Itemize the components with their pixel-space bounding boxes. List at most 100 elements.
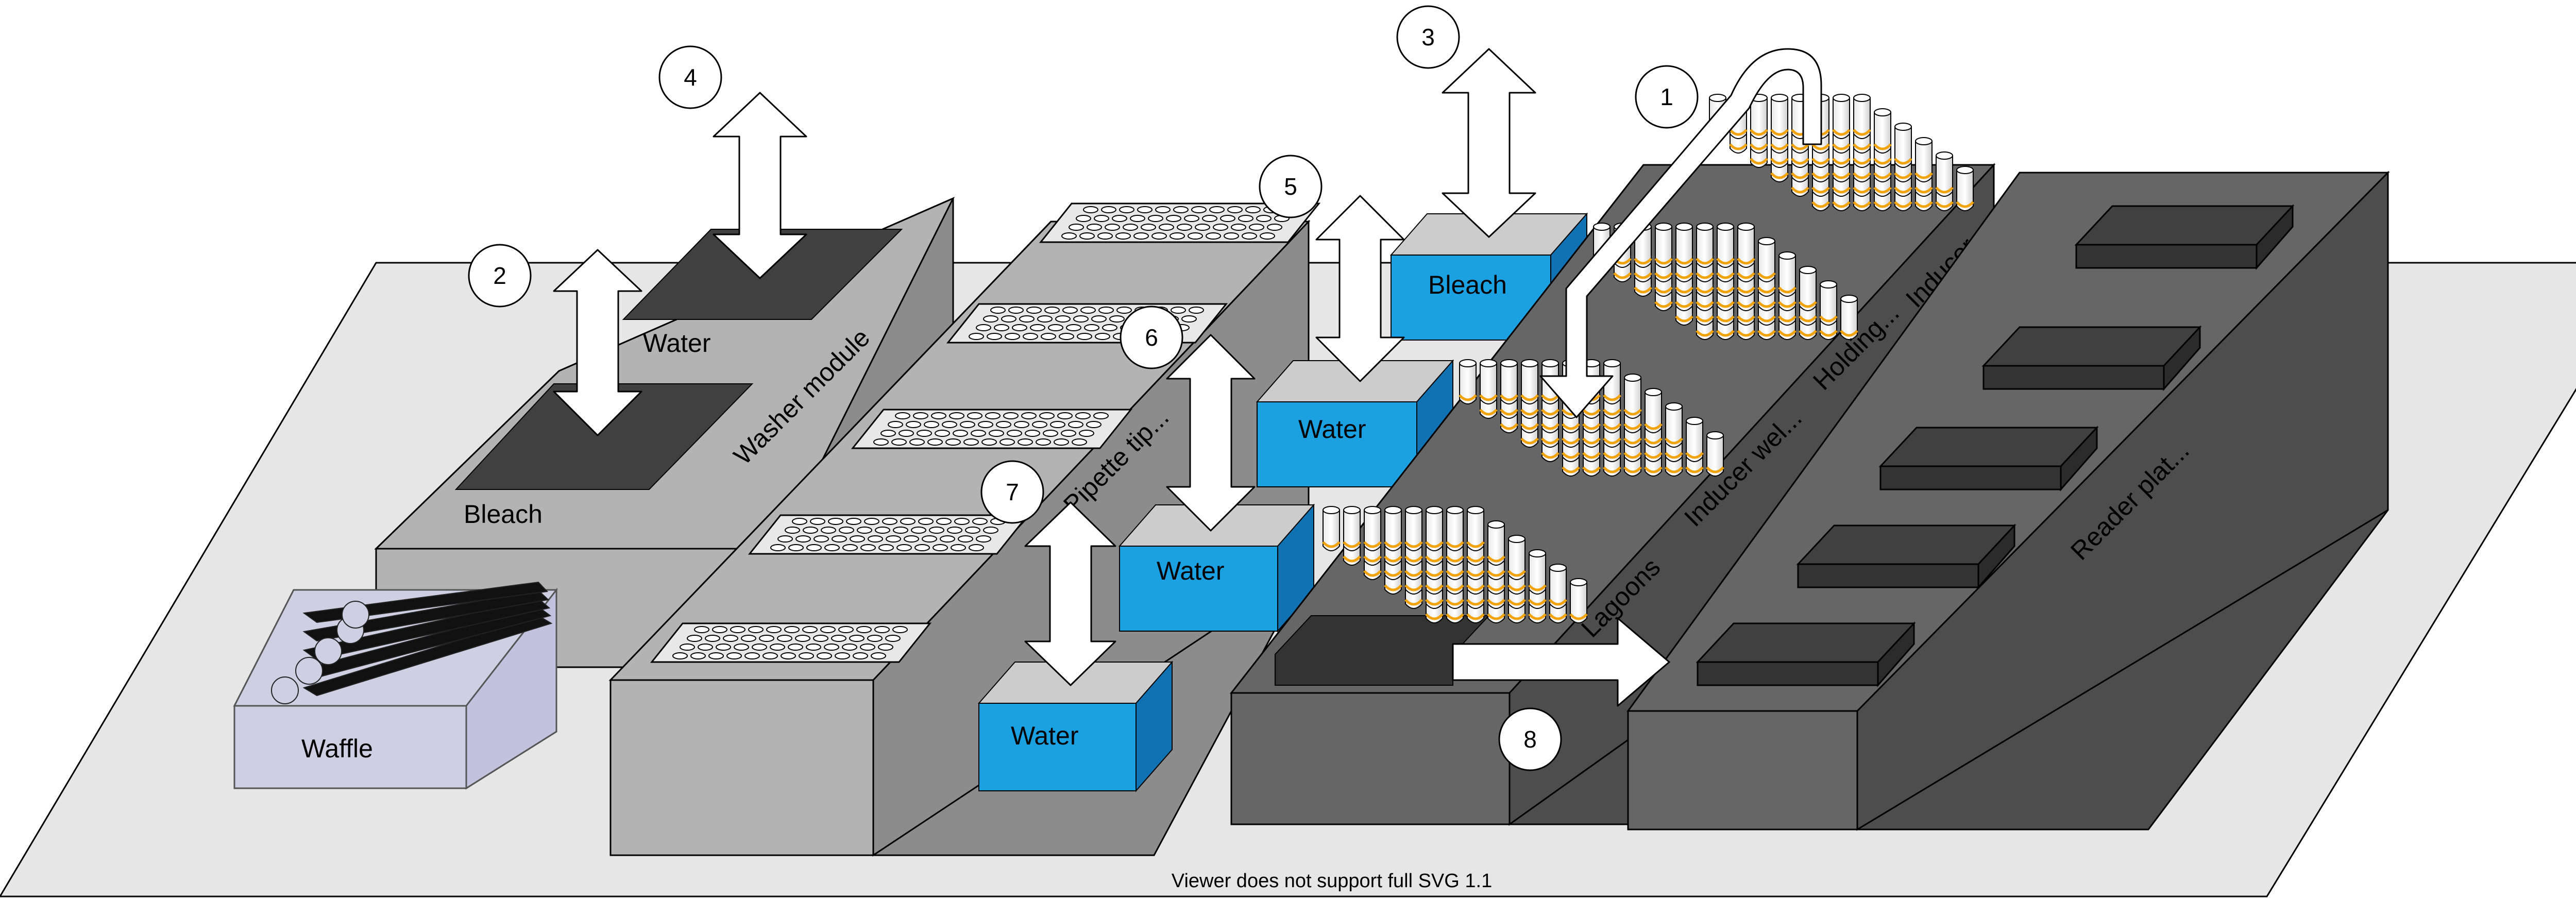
tip-well xyxy=(1151,232,1167,240)
tip-well xyxy=(1191,206,1207,213)
tip-well xyxy=(891,438,907,446)
tube xyxy=(1675,223,1693,268)
tip-well xyxy=(929,527,944,534)
tip-well xyxy=(770,643,785,651)
tip-well xyxy=(1115,232,1131,240)
tip-well xyxy=(918,518,934,525)
tip-well xyxy=(842,643,857,651)
tip-well xyxy=(734,643,749,651)
tip-well xyxy=(1213,224,1228,231)
tip-well xyxy=(969,333,984,340)
tip-well xyxy=(1224,232,1239,240)
tube xyxy=(1935,151,1954,197)
tip-well xyxy=(1170,232,1185,240)
waffle-label: Waffle xyxy=(301,734,373,763)
tip-well xyxy=(1041,333,1056,340)
tip-well xyxy=(949,412,964,419)
tip-well xyxy=(963,438,979,446)
reader-plate xyxy=(1878,426,2099,492)
tip-well xyxy=(972,518,988,525)
tube xyxy=(1770,94,1789,139)
tip-well xyxy=(1059,333,1074,340)
tip-well xyxy=(1123,224,1138,231)
tip-well xyxy=(935,430,950,437)
tube xyxy=(1778,251,1797,297)
tube xyxy=(1500,359,1518,404)
tip-well xyxy=(860,643,875,651)
tip-well xyxy=(687,635,702,642)
tip-well xyxy=(999,438,1015,446)
arrow-7 xyxy=(1024,501,1116,686)
tip-well xyxy=(1062,307,1078,314)
tip-well xyxy=(1249,224,1264,231)
tip-well xyxy=(860,544,876,551)
tip-well xyxy=(1039,412,1055,419)
washer-water-label: Water xyxy=(643,329,711,358)
tip-well xyxy=(951,544,966,551)
tip-well xyxy=(708,652,724,659)
tip-well xyxy=(933,544,948,551)
tip-well xyxy=(981,438,997,446)
tube xyxy=(1832,94,1851,139)
tube xyxy=(1799,266,1817,311)
tip-well xyxy=(1084,324,1099,331)
tip-well xyxy=(838,626,854,633)
tip-well xyxy=(1188,232,1203,240)
tip-well xyxy=(1231,224,1246,231)
tip-well xyxy=(1181,315,1197,323)
tip-well xyxy=(1012,324,1027,331)
tip-well xyxy=(1032,421,1047,428)
tube xyxy=(1404,506,1423,551)
tip-well xyxy=(752,643,767,651)
tip-well xyxy=(931,412,946,419)
tip-well xyxy=(832,535,847,543)
tip-well xyxy=(1043,430,1058,437)
reader-plate xyxy=(1696,621,1916,687)
tip-well xyxy=(922,535,937,543)
tube xyxy=(1459,359,1477,404)
arrow-2 xyxy=(553,249,642,436)
tip-well xyxy=(882,518,897,525)
tip-well xyxy=(1133,232,1149,240)
tip-well xyxy=(978,421,993,428)
tip-well xyxy=(1007,430,1022,437)
tip-well xyxy=(1021,412,1037,419)
tube xyxy=(1853,94,1871,139)
tip-well xyxy=(985,412,1001,419)
tip-well xyxy=(1155,206,1171,213)
tip-well xyxy=(867,635,883,642)
tip-well xyxy=(1044,307,1060,314)
tip-well xyxy=(888,421,903,428)
tip-well xyxy=(672,652,688,659)
tube xyxy=(1873,108,1892,154)
svg-text:3: 3 xyxy=(1421,24,1435,50)
tube xyxy=(1685,417,1704,462)
tube xyxy=(1696,223,1714,268)
tip-rack xyxy=(946,303,1228,344)
tip-well xyxy=(824,643,839,651)
tip-well xyxy=(904,535,919,543)
reservoir-water-6: Water xyxy=(1118,503,1315,633)
reader-plate xyxy=(1796,523,2016,589)
tip-well xyxy=(1091,315,1107,323)
tip-well xyxy=(1238,215,1253,222)
tip-well xyxy=(1087,224,1102,231)
step-8: 8 xyxy=(1498,707,1562,771)
tip-rack xyxy=(650,622,932,663)
tip-well xyxy=(1030,324,1045,331)
tube xyxy=(1840,295,1858,340)
tip-well xyxy=(1109,315,1125,323)
tip-well xyxy=(1130,215,1145,222)
tip-well xyxy=(1086,421,1101,428)
tube xyxy=(1569,578,1588,623)
tip-well xyxy=(1073,315,1089,323)
tip-well xyxy=(842,544,858,551)
tip-well xyxy=(1061,232,1077,240)
tube xyxy=(1654,223,1673,268)
tip-well xyxy=(831,635,846,642)
step-5: 5 xyxy=(1259,155,1323,218)
tip-well xyxy=(987,333,1002,340)
tube xyxy=(1322,506,1341,551)
tube xyxy=(1757,237,1776,282)
